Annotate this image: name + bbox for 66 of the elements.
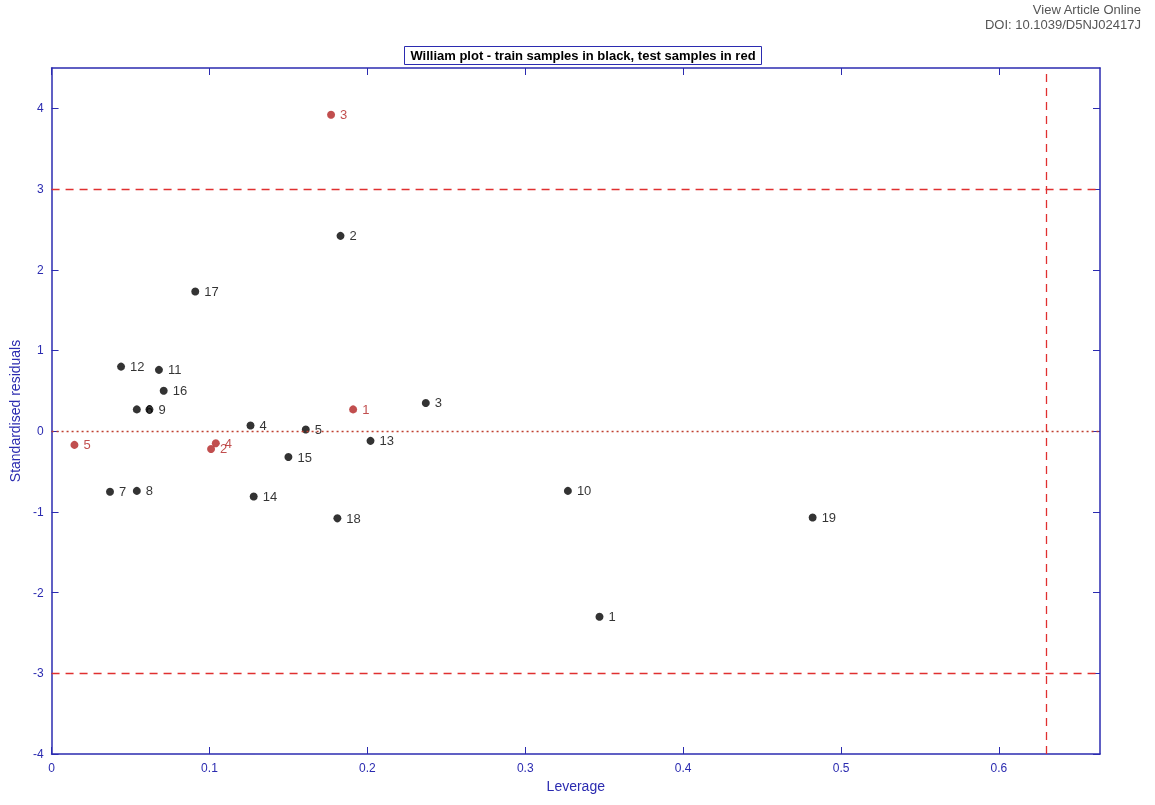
x-tick-label: 0.3 (516, 761, 534, 775)
chart-title: William plot - train samples in black, test samples in red (410, 48, 756, 63)
point (327, 110, 336, 119)
y-tick-label: -2 (32, 585, 44, 600)
point (106, 487, 114, 496)
point (246, 421, 255, 430)
annotation: 5 (83, 437, 91, 453)
y-tick-label: 0 (36, 424, 44, 439)
point (349, 405, 358, 414)
annotation: 2 (349, 228, 357, 244)
x-tick-label: 0.1 (201, 761, 219, 775)
point (333, 514, 342, 523)
point (211, 439, 220, 448)
annotation: 3 (340, 107, 348, 123)
y-tick-label: -1 (32, 504, 44, 519)
annotation: 11 (167, 362, 182, 378)
point (421, 398, 430, 407)
annotation: 1 (362, 401, 370, 417)
x-axis-title: Leverage (546, 777, 606, 794)
y-tick-label: -4 (32, 747, 44, 761)
point (336, 231, 345, 240)
point (132, 486, 141, 495)
annotation: 13 (379, 433, 394, 449)
x-tick-label: 0.5 (832, 761, 850, 775)
annotation: 5 (314, 422, 323, 438)
annotation: 16 (172, 383, 188, 399)
annotation: 9 (158, 401, 166, 417)
annotation: 1 (608, 609, 616, 625)
annotation: 8 (145, 483, 154, 499)
annotation: 17 (204, 284, 219, 300)
point (301, 425, 310, 434)
point (159, 386, 168, 395)
y-tick-label: 3 (36, 182, 44, 197)
point (154, 365, 163, 374)
y-tick-label: 1 (36, 343, 44, 358)
annotation: 10 (576, 483, 592, 499)
point (563, 486, 572, 495)
x-tick-label: 0.2 (359, 761, 377, 775)
point (70, 440, 79, 449)
annotation: 14 (262, 489, 278, 505)
annotation: 15 (297, 449, 312, 465)
point (249, 492, 258, 501)
point (132, 405, 141, 414)
x-tick-label: 0.6 (990, 761, 1008, 775)
y-tick-label: -3 (32, 666, 44, 681)
y-axis-title: Standardised residuals (7, 339, 23, 483)
point (366, 436, 375, 445)
annotation: 6 (145, 401, 154, 417)
point (595, 612, 604, 621)
text: DOI: 10.1039/D5NJ02417J (984, 17, 1141, 32)
annotation: 3 (434, 395, 443, 411)
point (207, 444, 216, 453)
y-tick-label: 2 (36, 262, 44, 277)
point (117, 362, 126, 371)
point (808, 513, 817, 522)
point (191, 287, 200, 296)
annotation: 12 (130, 359, 145, 375)
x-tick-label: 0.4 (674, 761, 692, 775)
text: View Article Online (1032, 2, 1141, 17)
point (284, 453, 293, 461)
annotation: 19 (821, 510, 837, 526)
y-tick-label: 4 (36, 101, 44, 116)
annotation: 18 (346, 510, 361, 526)
annotation: 4 (259, 418, 267, 434)
annotation: 7 (118, 484, 127, 500)
x-tick-label: 0 (48, 761, 56, 775)
